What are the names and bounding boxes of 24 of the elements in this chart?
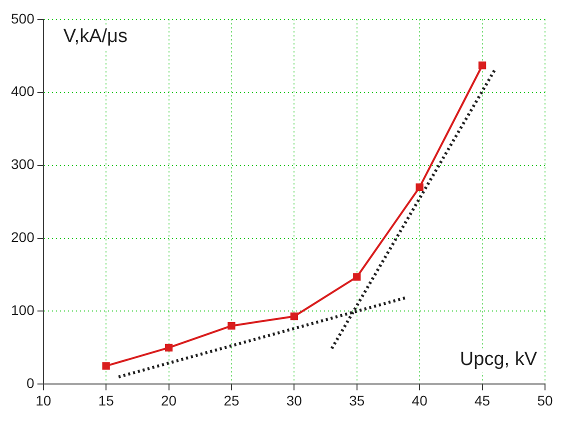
- y-tick-label: 200: [11, 229, 35, 246]
- point: [228, 322, 236, 330]
- point: [416, 183, 424, 192]
- x-tick-label: 20: [160, 392, 177, 408]
- x-tick-label: 45: [474, 392, 490, 408]
- x-tick-label: 15: [98, 392, 114, 408]
- y-tick-label: 400: [11, 83, 35, 100]
- point: [290, 312, 298, 320]
- y-tick-label: 300: [11, 156, 35, 172]
- point: [353, 273, 361, 281]
- x-tick-label: 35: [349, 392, 365, 408]
- x-tick-label: 25: [224, 392, 240, 408]
- x-tick-label: 50: [537, 392, 553, 408]
- x-tick-label: 10: [36, 392, 52, 408]
- y-tick-label: 500: [11, 10, 35, 26]
- y-tick-label: 0: [26, 375, 35, 392]
- x-tick-label: 30: [286, 392, 302, 408]
- y-tick-label: 100: [11, 302, 35, 318]
- point: [164, 344, 173, 352]
- x-tick-label: 40: [412, 392, 428, 408]
- y-axis-title: V,kA/μs: [63, 26, 128, 48]
- point: [102, 362, 110, 370]
- x-axis-title: Upcg, kV: [460, 348, 538, 370]
- point: [478, 62, 486, 70]
